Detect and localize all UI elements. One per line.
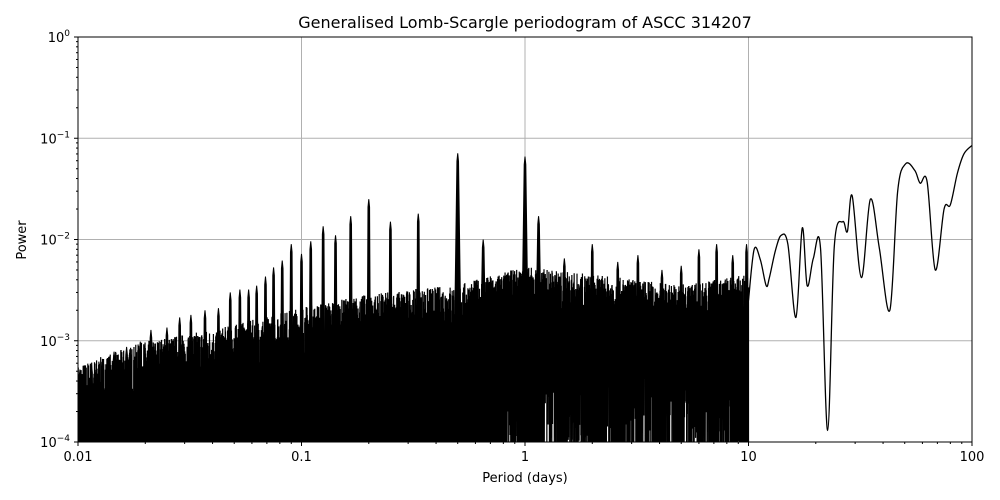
periodogram-peak [99, 361, 104, 442]
periodogram-peak [202, 310, 208, 442]
periodogram-peak [279, 260, 285, 442]
x-tick-label: 10 [740, 450, 757, 465]
x-tick-label: 1 [521, 450, 529, 465]
periodogram-peak [714, 244, 720, 442]
periodogram-peak [299, 253, 304, 442]
y-tick-label: 10−1 [40, 130, 70, 147]
periodogram-peak [519, 156, 531, 442]
periodogram-peak [478, 239, 488, 442]
x-tick-label: 0.1 [291, 450, 312, 465]
periodogram-peak [112, 351, 117, 442]
x-tick-label: 0.01 [64, 450, 93, 465]
periodogram-peak [659, 269, 665, 442]
periodogram-peak [308, 241, 314, 442]
periodogram-peak [387, 221, 393, 442]
periodogram-peak [730, 255, 736, 442]
periodogram-peak [333, 235, 338, 442]
periodogram-peak [589, 244, 595, 442]
y-tick-labels: 100 10−1 10−2 10−3 10−4 [40, 29, 70, 451]
periodogram-series [78, 144, 972, 442]
periodogram-peak [366, 199, 372, 442]
periodogram-peak [415, 213, 421, 442]
periodogram-peak [227, 292, 233, 442]
y-axis-label: Power [15, 220, 30, 260]
periodogram-peak [254, 285, 259, 442]
periodogram-peak [237, 289, 243, 442]
periodogram-peak [561, 258, 567, 442]
periodogram-peak [288, 244, 294, 442]
x-tick-labels: 0.01 0.1 1 10 100 [64, 450, 985, 465]
periodogram-peak [696, 249, 702, 442]
periodogram-peak [124, 346, 129, 442]
periodogram-peak [744, 244, 749, 442]
periodogram-peak [78, 369, 82, 442]
periodogram-peak [533, 216, 544, 442]
y-tick-label: 10−2 [40, 232, 70, 249]
periodogram-peak [148, 329, 154, 442]
periodogram-peak [452, 153, 463, 442]
periodogram-peak [635, 255, 641, 442]
y-tick-label: 10−4 [40, 434, 70, 451]
periodogram-peak [138, 341, 143, 442]
chart-title: Generalised Lomb-Scargle periodogram of … [298, 13, 752, 32]
periodogram-peak [188, 314, 194, 442]
periodogram-peak [678, 265, 684, 442]
periodogram-peak [263, 276, 268, 442]
periodogram-peak [271, 267, 276, 442]
y-tick-label: 100 [48, 29, 71, 46]
x-axis-label: Period (days) [482, 471, 568, 486]
periodogram-peak [89, 364, 94, 442]
periodogram-peak [246, 289, 251, 442]
y-tick-label: 10−3 [40, 333, 70, 350]
periodogram-peak [164, 327, 170, 442]
plot-frame [77, 36, 973, 443]
periodogram-peak [348, 216, 354, 442]
periodogram-peak [615, 261, 621, 442]
x-tick-label: 100 [960, 450, 985, 465]
smooth-tail-curve [747, 144, 972, 432]
periodogram-peak [177, 317, 182, 442]
periodogram-peak [320, 226, 326, 442]
periodogram-peak [216, 308, 221, 442]
